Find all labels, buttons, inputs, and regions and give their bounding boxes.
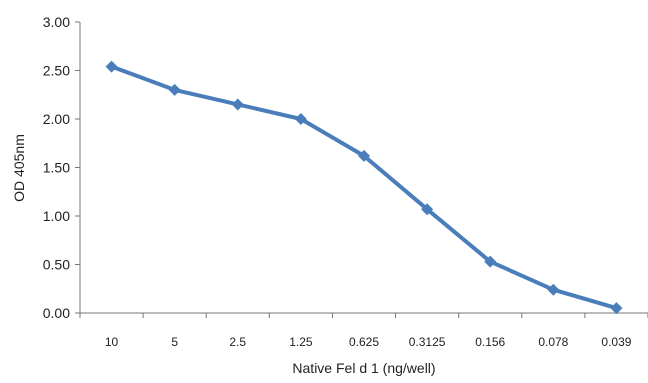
y-tick-label: 1.50 (43, 160, 70, 176)
y-tick-label: 3.00 (43, 14, 70, 30)
y-tick-label: 0.00 (43, 305, 70, 321)
axes-layer (79, 22, 648, 314)
data-point-marker (610, 302, 623, 315)
x-tick-label: 0.039 (601, 335, 631, 349)
series-layer (105, 60, 623, 315)
x-tick-label: 0.078 (538, 335, 568, 349)
y-tick-label: 2.00 (43, 111, 70, 127)
x-tick-label: 0.3125 (409, 335, 446, 349)
data-point-marker (105, 60, 118, 73)
y-ticks-layer: 0.00 0.50 1.00 1.50 2.00 2.50 3.00 (43, 14, 80, 321)
y-tick-label: 2.50 (43, 63, 70, 79)
x-tick-label: 10 (105, 335, 119, 349)
data-point-marker (421, 203, 434, 216)
y-tick-label: 1.00 (43, 208, 70, 224)
x-tick-label: 1.25 (289, 335, 313, 349)
x-axis-title: Native Fel d 1 (ng/well) (292, 360, 435, 376)
y-tick-label: 0.50 (43, 257, 70, 273)
data-point-marker (231, 98, 244, 111)
x-tick-label: 5 (171, 335, 178, 349)
series-line (109, 64, 619, 311)
data-point-marker (294, 113, 307, 125)
data-point-marker (358, 149, 370, 162)
y-axis-title: OD 405nm (11, 134, 27, 202)
data-point-marker (547, 283, 560, 296)
x-tick-label: 0.625 (349, 335, 379, 349)
data-point-marker (484, 255, 497, 268)
x-ticks-layer: 10 5 2.5 1.25 0.625 0.3125 0.156 0.078 0.039 (79, 313, 648, 349)
x-tick-label: 2.5 (229, 335, 246, 349)
data-point-marker (168, 83, 181, 96)
x-tick-label: 0.156 (475, 335, 505, 349)
